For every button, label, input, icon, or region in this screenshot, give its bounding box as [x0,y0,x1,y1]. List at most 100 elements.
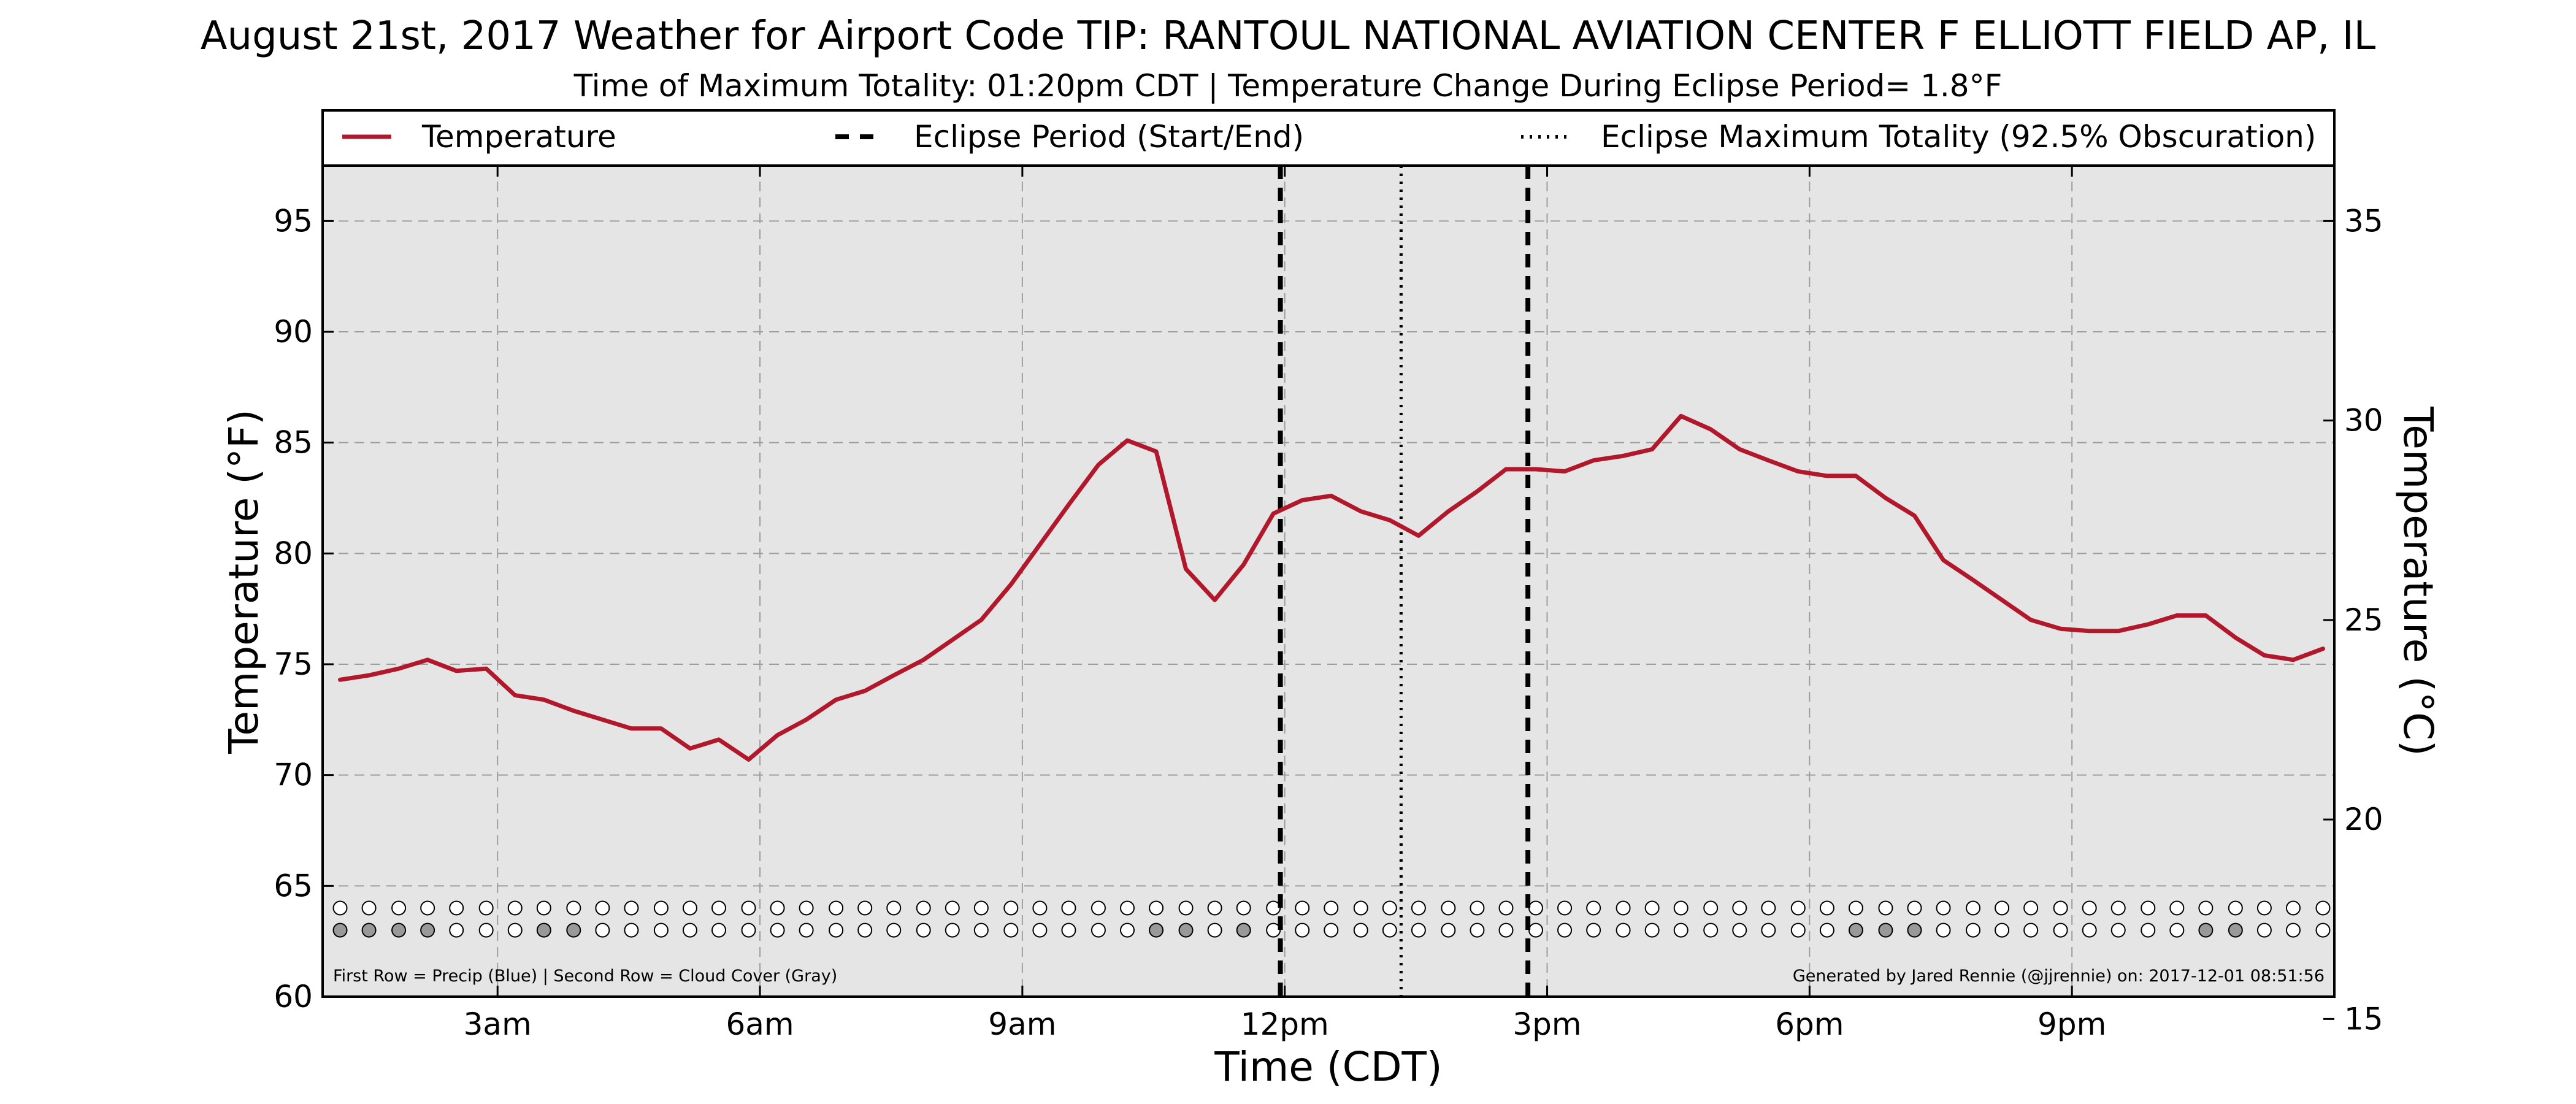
precip-dot [1673,900,1689,916]
cloud-cover-dot [536,922,551,938]
precip-dot [2169,900,2185,916]
precip-dot [1091,900,1106,916]
cloud-cover-dot [478,922,494,938]
precip-dot [2023,900,2039,916]
precip-dot [1528,900,1543,916]
cloud-cover-dot [332,922,348,938]
cloud-cover-dot [1966,922,1981,938]
precip-dot [1411,900,1426,916]
x-tick-label: 3pm [1512,1006,1581,1042]
precip-dot [1819,900,1834,916]
precip-dot [829,900,844,916]
cloud-cover-dot [420,922,435,938]
cloud-cover-dot [1995,922,2010,938]
cloud-cover-dot [1557,922,1573,938]
precip-dot [1353,900,1368,916]
precip-dot [1441,900,1456,916]
precip-dot [799,900,814,916]
cloud-cover-dot [1470,922,1485,938]
cloud-cover-dot [1819,922,1834,938]
precip-dot [1207,900,1222,916]
cloud-cover-dot [595,922,610,938]
precip-dot [1966,900,1981,916]
precip-dot [2053,900,2068,916]
precip-dot [1732,900,1747,916]
precip-dot [2256,900,2272,916]
precip-dot [1003,900,1019,916]
cloud-cover-dot [1061,922,1076,938]
y2-axis-label: Temperature (°C) [2394,406,2442,756]
precip-dot [2141,900,2156,916]
x-axis-ticks: 3am 6am 9am 12pm 3pm 6pm 9pm [464,166,2106,1042]
x-tick-label: 6pm [1775,1006,1844,1042]
cloud-cover-dot [653,922,669,938]
precip-dot [2228,900,2243,916]
precip-dot [2082,900,2097,916]
chart-title: August 21st, 2017 Weather for Airport Co… [201,13,2376,59]
y2-tick-label: 15 [2344,1001,2383,1037]
cloud-cover-dot [2315,922,2331,938]
precip-dot [1907,900,1922,916]
cloud-cover-dot [2256,922,2272,938]
temperature-line [338,413,2325,762]
precip-dot [1120,900,1135,916]
precip-dot [1149,900,1164,916]
precip-dot [1848,900,1863,916]
precip-dot [2110,900,2126,916]
cloud-cover-dot [1586,922,1601,938]
cloud-cover-dot [741,922,756,938]
precip-dot [857,900,873,916]
cloud-cover-dot [1644,922,1660,938]
cloud-cover-dot [916,922,931,938]
precip-dot [566,900,581,916]
cloud-cover-dot [1382,922,1397,938]
precip-dot [741,900,756,916]
cloud-cover-dot [1266,922,1281,938]
cloud-cover-dot [566,922,581,938]
legend-temperature-label: Temperature [421,119,616,155]
cloud-cover-dot [799,922,814,938]
cloud-cover-dot [1528,922,1543,938]
cloud-cover-dot [1091,922,1106,938]
y-tick-label: 75 [274,646,313,682]
precip-dot [595,900,610,916]
cloud-cover-dot [1878,922,1893,938]
precip-dot [886,900,902,916]
precip-dot [536,900,551,916]
precip-dot [332,900,348,916]
precip-dot [1703,900,1719,916]
cloud-cover-dot [945,922,960,938]
cloud-cover-dot [2228,922,2243,938]
precip-dot [1498,900,1514,916]
precip-dot [1236,900,1251,916]
precip-dot [507,900,523,916]
precip-dot [1790,900,1806,916]
precip-dot [916,900,931,916]
cloud-cover-dot [1703,922,1719,938]
cloud-cover-dot [361,922,377,938]
y2-axis-ticks: 15 20 25 30 35 [2323,203,2383,1037]
precip-cloud-rows [332,900,2331,938]
x-tick-label: 12pm [1241,1006,1329,1042]
cloud-cover-dot [857,922,873,938]
x-axis-label: Time (CDT) [1214,1043,1442,1091]
precip-dot [770,900,785,916]
cloud-cover-dot [1207,922,1222,938]
grid-lines [323,166,2334,997]
x-tick-label: 9am [988,1006,1056,1042]
y-tick-label: 65 [274,868,313,903]
x-tick-label: 3am [464,1006,532,1042]
cloud-cover-dot [1032,922,1048,938]
y-tick-label: 90 [274,314,313,350]
cloud-cover-dot [1673,922,1689,938]
cloud-cover-dot [711,922,727,938]
cloud-cover-dot [1732,922,1747,938]
cloud-cover-dot [2169,922,2185,938]
cloud-cover-dot [1295,922,1310,938]
legend-max-totality-label: Eclipse Maximum Totality (92.5% Obscurat… [1601,119,2316,155]
y-tick-label: 80 [274,535,313,571]
y-tick-label: 70 [274,757,313,793]
cloud-cover-dot [2082,922,2097,938]
precip-dot [624,900,639,916]
precip-dot [1295,900,1310,916]
